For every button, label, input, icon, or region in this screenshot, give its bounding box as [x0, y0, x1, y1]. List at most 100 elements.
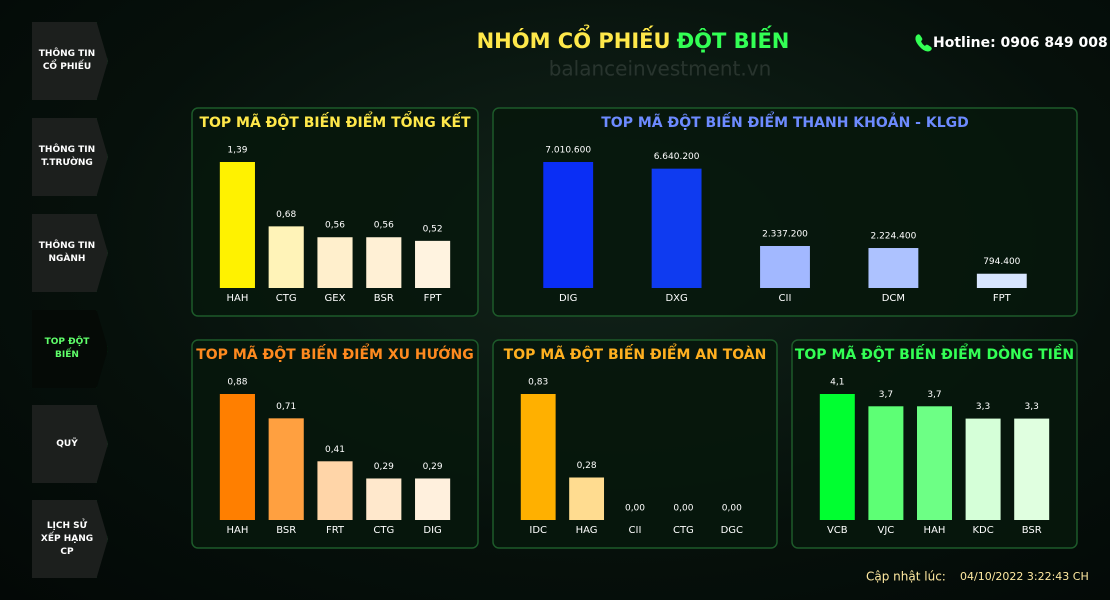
data-label: 3,7 — [927, 390, 941, 400]
x-tick-label: VJC — [878, 525, 895, 536]
x-tick-label: CII — [629, 525, 642, 536]
nav-item[interactable]: THÔNG TIN T.TRƯỜNG — [32, 118, 108, 196]
x-tick-label: BSR — [374, 293, 394, 304]
chart-title: TOP MÃ ĐỘT BIẾN ĐIỂM DÒNG TIỀN — [795, 343, 1074, 363]
x-tick-label: FRT — [326, 525, 345, 536]
nav-item[interactable]: QUỸ — [32, 405, 108, 483]
nav-label: THÔNG TIN CỔ PHIẾU — [38, 49, 96, 72]
data-label: 3,3 — [1025, 402, 1039, 412]
chart-title: TOP MÃ ĐỘT BIẾN ĐIỂM THANH KHOẢN - KLGD — [601, 111, 969, 131]
bar — [219, 162, 255, 288]
bar — [760, 245, 810, 288]
x-tick-label: HAH — [924, 525, 946, 536]
bar — [569, 477, 605, 520]
data-label: 0,00 — [625, 504, 645, 514]
watermark: balanceinvestment.vn — [549, 57, 772, 81]
bar — [317, 461, 353, 520]
bar — [868, 406, 904, 520]
title-part: ĐỘT BIẾN — [677, 25, 790, 53]
hotline: Hotline: 0906 849 008 — [933, 35, 1108, 51]
bar — [965, 418, 1001, 520]
data-label: 4,1 — [830, 378, 844, 388]
data-label: 0,68 — [276, 210, 296, 220]
update-time: 04/10/2022 3:22:43 CH — [960, 570, 1089, 583]
bar — [819, 394, 855, 520]
bar — [868, 248, 919, 288]
data-label: 0,88 — [227, 378, 247, 388]
x-tick-label: BSR — [1022, 525, 1042, 536]
x-tick-label: CTG — [673, 525, 694, 536]
data-label: 0,83 — [528, 378, 548, 388]
chart-title: TOP MÃ ĐỘT BIẾN ĐIỂM TỔNG KẾT — [199, 111, 471, 131]
panel — [492, 339, 778, 549]
nav-label: LỊCH SỬ XẾP HẠNG CP — [40, 520, 94, 557]
nav-label: TOP ĐỘT BIẾN — [44, 337, 90, 360]
x-tick-label: DIG — [423, 525, 441, 536]
data-label: 2.224.400 — [870, 232, 916, 242]
data-label: 0,71 — [276, 402, 296, 412]
x-tick-label: IDC — [529, 525, 547, 536]
x-tick-label: HAG — [576, 525, 598, 536]
x-tick-label: FPT — [424, 293, 443, 304]
bar — [317, 237, 353, 288]
data-label: 6.640.200 — [654, 152, 700, 162]
data-label: 0,29 — [374, 462, 394, 472]
x-tick-label: GEX — [325, 293, 346, 304]
bar — [268, 418, 304, 520]
x-tick-label: CTG — [276, 293, 297, 304]
bar — [520, 394, 556, 520]
data-label: 794.400 — [983, 257, 1020, 267]
panel — [791, 339, 1078, 549]
x-tick-label: DGC — [721, 525, 743, 536]
nav-label: THÔNG TIN T.TRƯỜNG — [38, 145, 96, 168]
x-tick-label: HAH — [226, 525, 248, 536]
panel — [492, 107, 1078, 317]
data-label: 2.337.200 — [762, 229, 808, 239]
nav-item[interactable]: LỊCH SỬ XẾP HẠNG CP — [32, 500, 108, 578]
data-label: 3,3 — [976, 402, 990, 412]
x-tick-label: DCM — [882, 293, 905, 304]
nav-item[interactable]: THÔNG TIN CỔ PHIẾU — [32, 22, 108, 100]
data-label: 0,28 — [577, 461, 597, 471]
nav-item[interactable]: THÔNG TIN NGÀNH — [32, 214, 108, 292]
x-tick-label: CTG — [373, 525, 394, 536]
data-label: 0,56 — [374, 221, 394, 231]
nav-label: THÔNG TIN NGÀNH — [38, 241, 96, 264]
data-label: 0,41 — [325, 445, 345, 455]
x-tick-label: KDC — [972, 525, 993, 536]
panel — [191, 339, 479, 549]
bar — [415, 478, 451, 520]
data-label: 0,00 — [722, 504, 742, 514]
title-part: NHÓM CỔ PHIẾU — [477, 24, 671, 53]
data-label: 0,52 — [423, 224, 443, 234]
x-tick-label: FPT — [993, 293, 1012, 304]
bar — [268, 226, 304, 288]
data-label: 7.010.600 — [545, 146, 591, 156]
x-tick-label: DIG — [559, 293, 577, 304]
x-tick-label: HAH — [226, 293, 248, 304]
data-label: 0,00 — [673, 504, 693, 514]
page-title: NHÓM CỔ PHIẾU ĐỘT BIẾN — [477, 24, 790, 53]
nav-item[interactable]: TOP ĐỘT BIẾN — [32, 310, 108, 388]
x-tick-label: VCB — [827, 525, 848, 536]
data-label: 3,7 — [879, 390, 893, 400]
bar — [415, 240, 451, 288]
nav-label: QUỸ — [56, 438, 78, 449]
x-tick-label: CII — [779, 293, 792, 304]
bar — [1014, 418, 1050, 520]
x-tick-label: DXG — [665, 293, 687, 304]
bar — [366, 237, 402, 288]
data-label: 0,29 — [423, 462, 443, 472]
bar — [651, 168, 702, 288]
bar — [366, 478, 402, 520]
bar — [219, 394, 255, 520]
x-tick-label: BSR — [276, 525, 296, 536]
bar — [917, 406, 952, 520]
data-label: 1,39 — [227, 146, 247, 156]
bar — [543, 162, 594, 288]
data-label: 0,56 — [325, 221, 345, 231]
chart-title: TOP MÃ ĐỘT BIẾN ĐIỂM XU HƯỚNG — [196, 343, 474, 363]
phone-icon — [915, 34, 932, 52]
